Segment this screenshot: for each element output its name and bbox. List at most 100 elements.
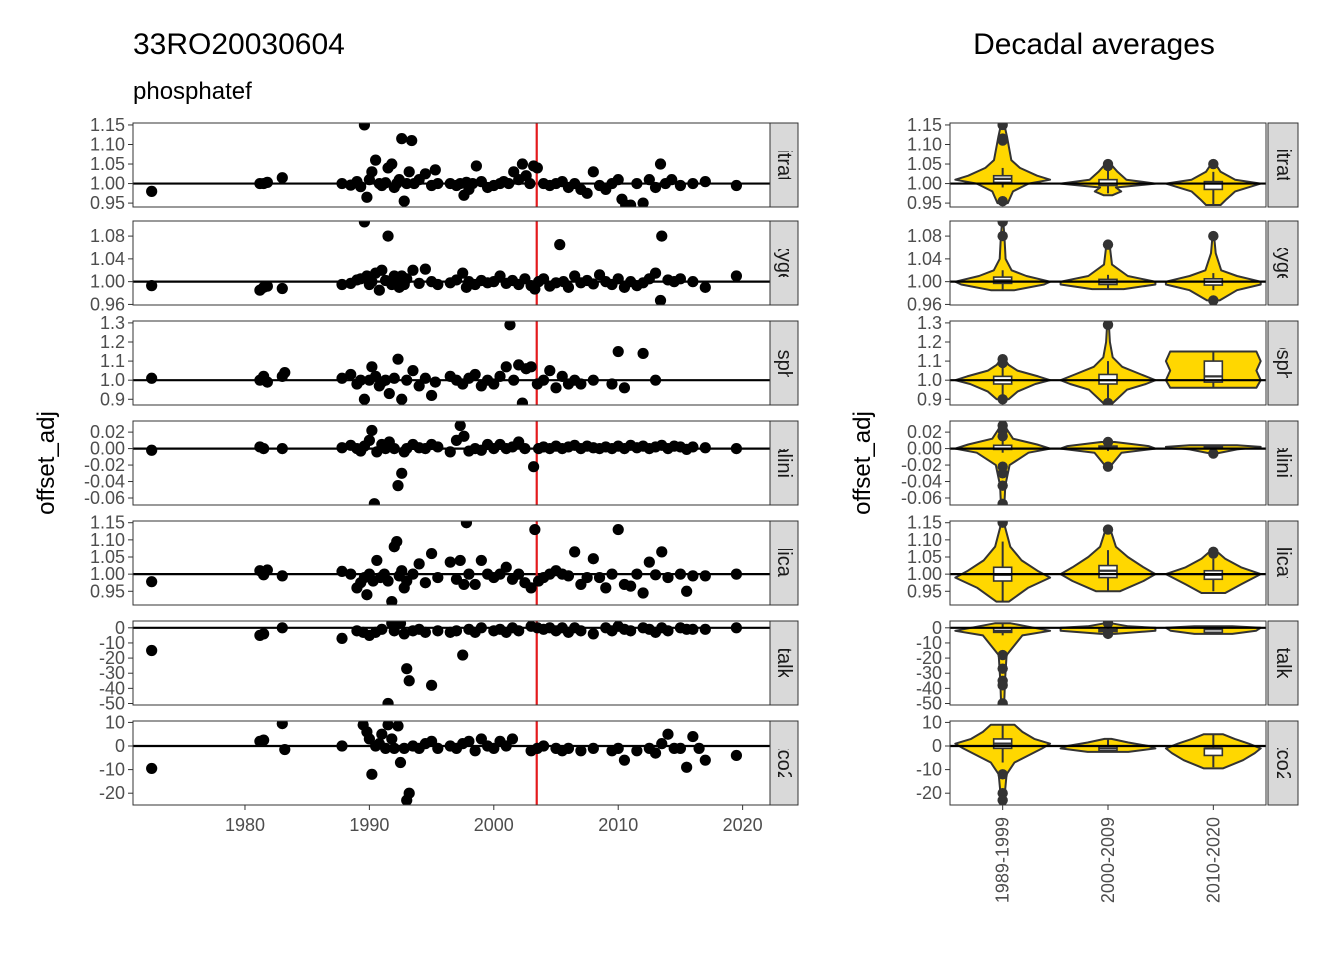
left-panel-nitrate-point: [336, 177, 348, 190]
right-panel-talk-ytick-label: -30: [916, 663, 942, 683]
left-panel-oxygen-point: [401, 273, 413, 285]
left-panel-phosphate-point: [355, 374, 367, 386]
left-panel-tco2-point: [398, 742, 410, 754]
left-panel-silicate-point: [525, 582, 537, 594]
left-panel-silicate-ytick-label: 1.10: [90, 530, 125, 550]
right-panel-tco2-ytick-label: 0: [932, 736, 942, 756]
left-panel-silicate-point: [656, 546, 668, 558]
left-panel-tco2-point: [693, 742, 705, 754]
right-panel-salinity-border: [949, 420, 1267, 506]
left-panel-oxygen-point: [687, 276, 699, 288]
left-panel-phosphate-ytick-label: 0.9: [100, 389, 125, 409]
left-panel-oxygen-strip: [769, 220, 799, 306]
left-panel-silicate-point: [463, 568, 475, 580]
left-panel-phosphate-point: [637, 347, 649, 360]
right-panel-salinity-group-2010-2020-outlier: [1208, 448, 1219, 459]
left-panel-phosphate-point: [396, 393, 408, 405]
left-panel-nitrate-point: [687, 177, 699, 190]
left-panel-silicate-point: [146, 576, 158, 588]
right-panel-silicate-group-2000-2009-outlier: [1102, 524, 1114, 535]
left-panel-tco2-point: [276, 721, 288, 730]
right-panel-nitrate-group-1989-1999-outlier: [997, 195, 1008, 207]
left-panel-talk-point: [146, 644, 158, 657]
left-panel-tco2-point: [376, 728, 388, 740]
right-panel-oxygen-marks: [950, 221, 1266, 305]
left-panel-talk-strip-label: talk: [773, 647, 795, 679]
left-panel-nitrate-strip: [769, 122, 799, 208]
left-panel-silicate-point: [413, 558, 425, 570]
left-panel-silicate-marks: [133, 521, 770, 605]
left-panel-silicate-point: [674, 568, 687, 580]
right-panel-oxygen-ytick-label: 1.04: [907, 249, 942, 269]
left-panel-salinity-ytick-label: -0.04: [84, 472, 125, 492]
left-panel-nitrate-point: [403, 166, 415, 178]
left-panel-oxygen-point: [413, 277, 425, 289]
left-panel-oxygen-point: [654, 294, 667, 305]
left-panel-salinity-point: [687, 441, 699, 453]
left-chart-subtitle: phosphatef: [133, 78, 252, 105]
left-panel-silicate-point: [396, 565, 408, 577]
right-panel-tco2-ytick-label: 10: [922, 712, 942, 732]
right-panel-tco2-group-1989-1999-outlier: [997, 769, 1008, 780]
left-panel-nitrate-point: [503, 177, 515, 190]
left-panel-talk-point: [336, 632, 348, 645]
left-panel-phosphate-point: [612, 345, 624, 358]
left-panel-silicate-point: [637, 587, 649, 599]
left-panel-oxygen-point: [554, 239, 566, 251]
left-panel-tco2-point: [662, 728, 674, 740]
left-panel-nitrate-point: [649, 181, 662, 194]
left-panel-talk-point: [475, 622, 487, 634]
left-panel-phosphate-point: [587, 374, 599, 386]
left-panel-oxygen-point: [376, 264, 388, 276]
left-panel-phosphate-point: [407, 365, 419, 377]
right-panel-silicate: 1.151.101.051.000.95 silicate: [907, 513, 1299, 606]
left-panel-nitrate-ytick-label: 1.05: [90, 154, 125, 174]
right-panel-nitrate-strip-label: nitrate: [1272, 137, 1294, 193]
right-panel-phosphate-group-2010-2020-box: [1203, 360, 1224, 383]
left-panel-silicate-point: [261, 564, 273, 576]
right-panel-talk-ytick-label: -10: [916, 633, 942, 653]
left-panel-nitrate-point: [631, 177, 643, 190]
right-panel-salinity-marks: [950, 421, 1266, 505]
left-panel-oxygen-ytick-label: 1.08: [90, 226, 125, 246]
left-panel-silicate-strip-label: silicate: [773, 532, 795, 593]
left-panel-salinity-point: [366, 424, 378, 437]
right-panel-phosphate: 1.31.21.11.00.9 phosphate: [917, 313, 1299, 409]
left-panel-nitrate-point: [666, 174, 678, 186]
left-chart-title: 33RO20030604: [133, 28, 345, 61]
left-panel-phosphate-ytick-label: 1.2: [100, 332, 125, 352]
left-panel-tco2-point: [674, 742, 687, 754]
right-panel-tco2-marks: [950, 723, 1266, 805]
right-panel-oxygen-group-2010-2020-outlier: [1208, 295, 1219, 305]
left-panel-talk-point: [625, 625, 637, 637]
right-y-axis-label: offset_adj: [849, 411, 876, 515]
left-panel-nitrate-point: [654, 158, 667, 170]
left-panel-nitrate-point: [406, 134, 418, 147]
left-panel-oxygen-point: [587, 278, 599, 290]
right-panel-phosphate-strip-label: phosphate: [1272, 316, 1294, 409]
left-panel-talk-ytick-label: -20: [99, 648, 125, 668]
left-panel-phosphate-point: [401, 374, 413, 386]
left-panel-nitrate-point: [361, 191, 373, 203]
left-panel-tco2-strip-label: tco2: [773, 744, 795, 782]
left-panel-talk-point: [662, 625, 674, 637]
left-panel-tco2-point: [587, 742, 599, 754]
right-panel-talk-group-1989-1999-outlier: [997, 698, 1008, 705]
left-panel-nitrate-background: [133, 123, 770, 207]
right-panel-phosphate-border: [949, 320, 1267, 406]
left-panel-tco2-point: [649, 747, 662, 759]
left-panel-phosphate-point: [544, 365, 556, 377]
right-panel-tco2: 10 0 -10 -20 tco2: [916, 712, 1299, 806]
left-panel-talk-point: [398, 628, 410, 640]
left-panel-tco2-point: [681, 761, 693, 773]
left-panel-oxygen-point: [146, 280, 158, 292]
right-panel-salinity-strip: [1267, 420, 1299, 506]
right-panel-talk-group-1989-1999-outlier: [997, 680, 1008, 691]
right-panel-tco2-ytick-label: -10: [916, 760, 942, 780]
left-panel-tco2-point: [699, 754, 711, 766]
left-panel-phosphate-point: [516, 397, 529, 405]
left-panel-silicate-point: [458, 578, 470, 591]
left-panel-talk-ytick-label: -50: [99, 693, 125, 713]
right-panel-tco2-strip: [1267, 720, 1299, 806]
